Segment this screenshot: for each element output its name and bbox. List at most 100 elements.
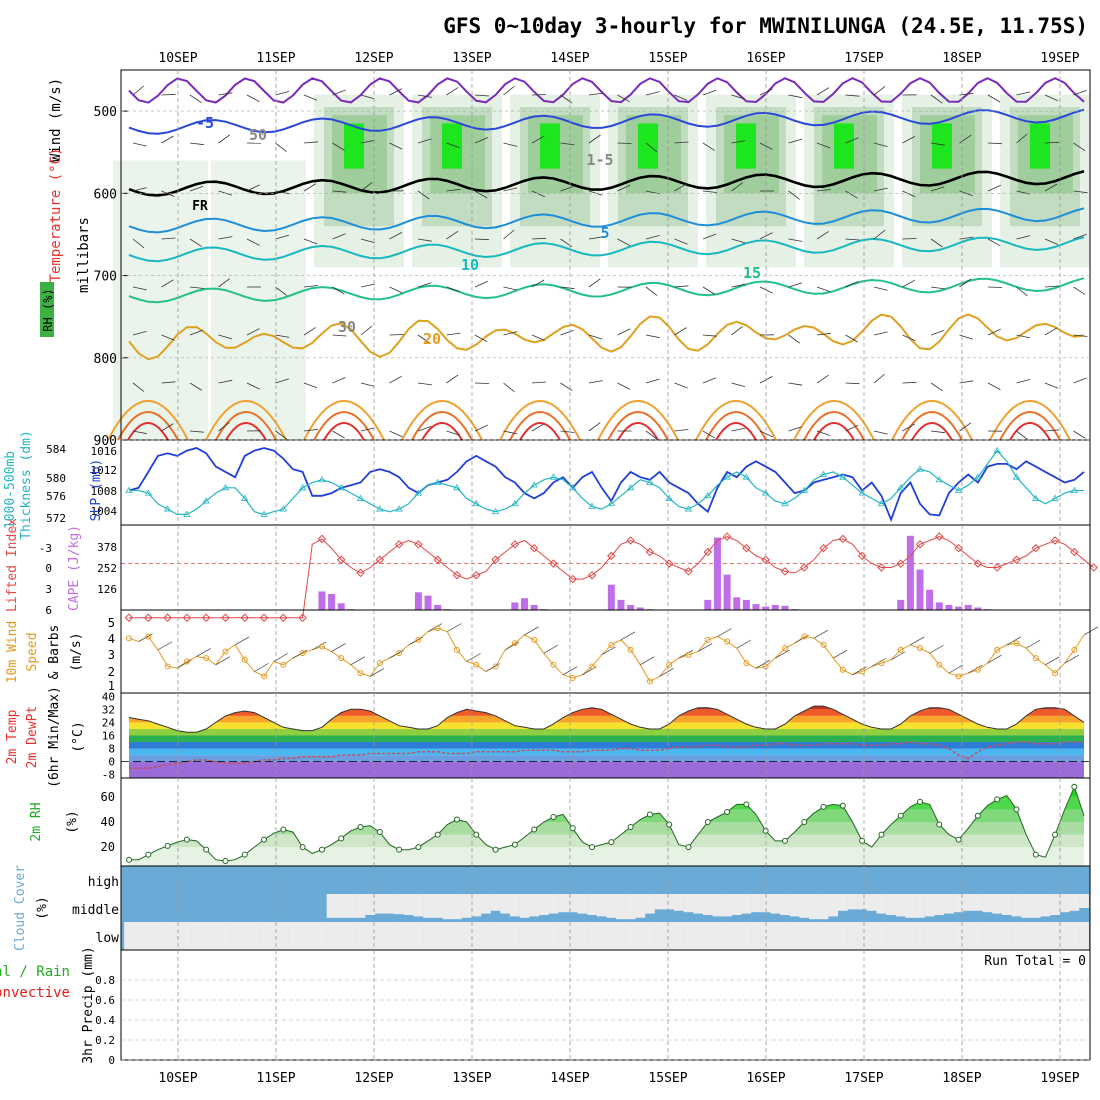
- bottom-day-label: 11SEP: [256, 1071, 295, 1086]
- cloud-gap: [1079, 922, 1089, 950]
- cloud-gap: [866, 922, 877, 950]
- wind-barb: [189, 238, 202, 247]
- wind-barb: [275, 334, 290, 338]
- wind-barb: [332, 142, 345, 151]
- rh-marker: [839, 802, 846, 809]
- wind-speed-marker: [164, 663, 171, 670]
- cloud-gap: [374, 922, 385, 950]
- temp-color-band: [129, 742, 1084, 749]
- lifted-index-marker: [144, 613, 153, 622]
- cloud-gap: [972, 922, 983, 950]
- surface-temp-contour: [117, 411, 179, 441]
- wind-barb: [503, 85, 515, 96]
- cloud-gap: [587, 894, 597, 915]
- wind-barb: [717, 628, 732, 637]
- wind-barb: [845, 382, 860, 385]
- lifted-index-marker: [279, 613, 288, 622]
- wind-barb: [246, 184, 260, 192]
- wind-barb: [474, 137, 489, 144]
- thickness-marker: [318, 476, 326, 483]
- cloud-gap: [442, 922, 453, 950]
- dewpoint-line: [129, 741, 1084, 769]
- rh-tick: 20: [101, 840, 115, 854]
- cape-bar: [771, 604, 779, 610]
- wind-barb: [736, 639, 751, 649]
- contour-label: FR: [192, 199, 208, 214]
- top-day-label: 10SEP: [158, 51, 197, 66]
- wind-barb: [1044, 183, 1058, 192]
- wind-speed-marker: [126, 635, 132, 642]
- lifted-index-marker: [915, 540, 925, 549]
- wind-barb: [987, 184, 1001, 192]
- surface-temp-contour: [715, 422, 757, 441]
- wind-barb: [697, 643, 713, 652]
- lifted-index-marker: [780, 567, 790, 576]
- rh-line: [129, 785, 1085, 862]
- cloud-gap: [1069, 894, 1080, 911]
- wind-barb: [987, 382, 1001, 390]
- wind-speed-marker: [801, 633, 808, 640]
- wind-barb: [218, 334, 233, 340]
- surface-temp-contour: [901, 411, 963, 441]
- cloud-gap: [982, 922, 993, 950]
- wind-barb: [674, 141, 689, 144]
- cape-bar: [955, 606, 963, 610]
- wind-barb: [731, 382, 746, 387]
- wind-barb: [331, 643, 346, 652]
- rh-marker: [724, 808, 731, 815]
- wind-barb: [588, 422, 601, 432]
- cloud-gap: [220, 922, 231, 950]
- panel-frames: [120, 69, 1091, 1061]
- wind-barb: [702, 334, 717, 337]
- wind-barb: [218, 422, 230, 432]
- wind-barb: [246, 238, 260, 246]
- cloud-gap: [789, 922, 800, 950]
- rh-marker: [318, 846, 325, 853]
- temp-tick: 8: [108, 743, 115, 756]
- cape-bar: [964, 604, 972, 610]
- wind-barb: [332, 377, 346, 384]
- wind-speed-marker: [608, 641, 615, 648]
- cloud-gap: [934, 922, 945, 950]
- wind-barb: [531, 94, 547, 96]
- wind-barb: [417, 282, 432, 288]
- wind-barb: [446, 230, 459, 240]
- rh-marker: [589, 844, 596, 851]
- wind-barb: [788, 190, 800, 200]
- temperature-side-label: Temperature (°C): [48, 148, 64, 283]
- cloud-gap: [673, 922, 684, 950]
- cloud-gap: [490, 922, 501, 950]
- wind-barb: [417, 238, 432, 242]
- lifted-index-marker: [201, 613, 211, 622]
- surface-temp-contour: [519, 422, 561, 441]
- wind-barb: [474, 190, 488, 199]
- wind-barb: [189, 286, 204, 289]
- bottom-day-label: 12SEP: [354, 1071, 393, 1086]
- wind-barb: [543, 644, 558, 654]
- cloud-gap: [326, 894, 337, 918]
- isotherm--5: [128, 108, 1085, 135]
- wind-barb: [132, 430, 147, 435]
- top-day-label: 12SEP: [354, 51, 393, 66]
- wind-barb: [1044, 429, 1059, 432]
- cloud-gap: [317, 922, 327, 950]
- surface-temp-contour: [509, 411, 571, 441]
- cloud-gap: [789, 894, 800, 917]
- temp-line: [128, 705, 1085, 733]
- cloud-gap: [953, 922, 964, 950]
- wind-barb: [930, 142, 945, 146]
- run-total-label: Run Total = 0: [984, 954, 1086, 969]
- wind-barb: [161, 279, 174, 288]
- cloud-gap: [731, 922, 742, 950]
- cloud-gap: [1059, 922, 1070, 950]
- wind-barb: [560, 430, 575, 433]
- cloud-gap: [548, 894, 559, 914]
- thickness-marker: [1012, 473, 1021, 480]
- wind-barb: [731, 283, 746, 288]
- wind-barb: [813, 629, 829, 639]
- rh-marker: [511, 841, 518, 848]
- lifted-index-marker: [182, 613, 192, 622]
- top-day-label: 11SEP: [256, 51, 295, 66]
- thickness-marker: [356, 494, 365, 501]
- contour-label: 50: [249, 126, 267, 144]
